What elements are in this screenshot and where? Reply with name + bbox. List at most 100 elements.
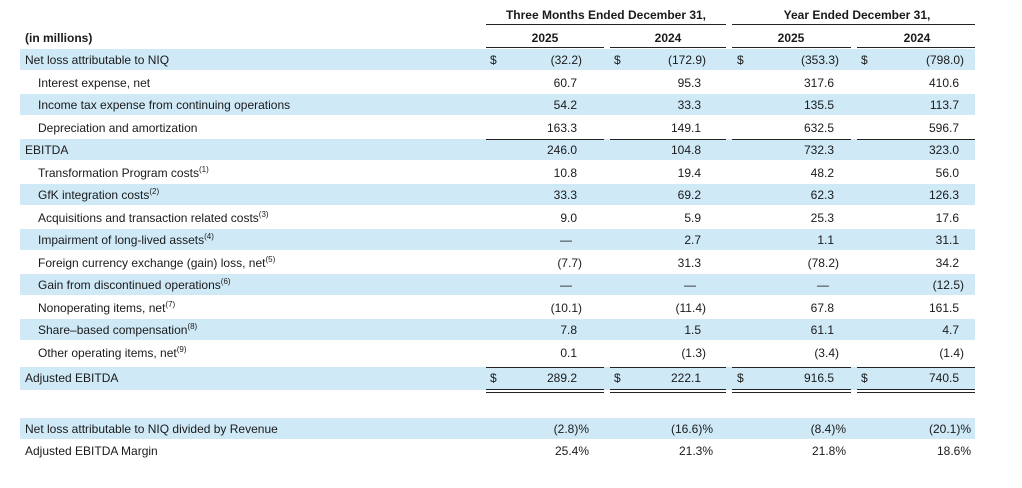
cell-value: 410.6 bbox=[928, 75, 959, 90]
cell-value: 317.6 bbox=[803, 75, 834, 90]
double-underline bbox=[610, 392, 726, 393]
cell-value: 31.1 bbox=[935, 233, 959, 247]
row-background-band bbox=[20, 184, 975, 205]
cell-value: 7.8 bbox=[560, 323, 577, 337]
currency-symbol: $ bbox=[861, 371, 868, 385]
total-rule bbox=[857, 367, 975, 368]
cell-value: 48.2 bbox=[810, 165, 834, 180]
row-label-text: Interest expense, net bbox=[38, 75, 151, 90]
row-label-text: Depreciation and amortization bbox=[38, 120, 198, 135]
cell-value: (12.5) bbox=[932, 278, 964, 292]
cell-value: 61.1 bbox=[810, 323, 834, 337]
subtotal-rule bbox=[857, 139, 975, 140]
footnote-marker: (4) bbox=[204, 232, 214, 241]
row-background-band bbox=[20, 319, 975, 340]
row-label-text: Nonoperating items, net bbox=[38, 300, 166, 315]
row-background-band bbox=[20, 367, 975, 390]
column-header-underline bbox=[732, 47, 851, 48]
cell-value: (353.3) bbox=[800, 53, 839, 67]
cell-value: 732.3 bbox=[803, 143, 834, 157]
footnote-marker: (9) bbox=[176, 344, 187, 354]
cell-value: 69.2 bbox=[677, 188, 701, 202]
row-background-band bbox=[20, 49, 975, 70]
double-underline bbox=[732, 392, 851, 393]
cell-value: (7.7) bbox=[557, 255, 582, 270]
double-underline bbox=[857, 389, 975, 390]
cell-value: 5.9 bbox=[684, 210, 701, 225]
cell-value: 67.8 bbox=[810, 300, 834, 315]
units-label: (in millions) bbox=[25, 31, 93, 45]
row-label: Other operating items, net(9) bbox=[38, 344, 187, 360]
row-label: EBITDA bbox=[25, 143, 68, 157]
currency-symbol: $ bbox=[490, 371, 497, 385]
cell-value: 31.3 bbox=[677, 255, 701, 270]
cell-value: 54.2 bbox=[553, 98, 577, 112]
cell-value: 916.5 bbox=[803, 371, 834, 385]
footnote-marker: (6) bbox=[220, 277, 231, 286]
row-background-band bbox=[20, 94, 975, 115]
row-label-text: Gain from discontinued operations bbox=[38, 278, 221, 292]
cell-value: 1.5 bbox=[684, 323, 701, 337]
ratio-value: 21.8% bbox=[811, 444, 846, 458]
row-label-text: Foreign currency exchange (gain) loss, n… bbox=[38, 255, 266, 270]
double-underline bbox=[610, 389, 726, 390]
cell-value: 222.1 bbox=[670, 371, 701, 385]
currency-symbol: $ bbox=[861, 53, 868, 67]
total-rule bbox=[732, 367, 851, 368]
cell-value: — bbox=[817, 278, 829, 292]
row-label: GfK integration costs(2) bbox=[38, 188, 159, 203]
cell-value: 10.8 bbox=[553, 165, 577, 180]
cell-value: 289.2 bbox=[546, 371, 577, 385]
footnote-marker: (3) bbox=[258, 209, 269, 219]
ratio-value: (20.1)% bbox=[928, 422, 971, 436]
cell-value: 246.0 bbox=[546, 143, 577, 157]
row-label-text: Share–based compensation bbox=[38, 323, 188, 337]
cell-value: 19.4 bbox=[677, 165, 701, 180]
row-label: Depreciation and amortization bbox=[38, 121, 197, 135]
cell-value: 740.5 bbox=[928, 371, 959, 385]
subtotal-rule bbox=[610, 139, 726, 140]
subtotal-rule bbox=[486, 139, 604, 140]
column-year-header: 2025 bbox=[531, 31, 559, 45]
currency-symbol: $ bbox=[737, 53, 744, 67]
footnote-marker: (1) bbox=[198, 164, 209, 174]
row-label: Nonoperating items, net(7) bbox=[38, 299, 176, 315]
cell-value: 17.6 bbox=[935, 210, 959, 225]
footnote-marker: (7) bbox=[165, 299, 176, 309]
row-label: Transformation Program costs(1) bbox=[38, 164, 209, 180]
cell-value: (10.1) bbox=[550, 300, 582, 315]
currency-symbol: $ bbox=[490, 53, 497, 67]
double-underline bbox=[486, 392, 604, 393]
cell-value: 33.3 bbox=[677, 98, 701, 112]
ratio-value: (16.6)% bbox=[670, 422, 713, 436]
cell-value: (11.4) bbox=[675, 300, 706, 315]
row-label-text: Impairment of long-lived assets bbox=[38, 233, 205, 247]
cell-value: 126.3 bbox=[928, 188, 959, 202]
cell-value: 135.5 bbox=[803, 98, 834, 112]
cell-value: 163.3 bbox=[546, 120, 577, 135]
cell-value: 34.2 bbox=[935, 255, 959, 270]
cell-value: 2.7 bbox=[684, 233, 701, 247]
ratio-label: Adjusted EBITDA Margin bbox=[25, 444, 158, 458]
total-rule bbox=[486, 367, 604, 368]
row-background-band bbox=[20, 274, 975, 295]
column-header-underline bbox=[610, 47, 726, 48]
column-header-underline bbox=[857, 47, 975, 48]
cell-value: 25.3 bbox=[810, 210, 834, 225]
currency-symbol: $ bbox=[737, 371, 744, 385]
cell-value: 9.0 bbox=[560, 210, 577, 225]
cell-value: (1.4) bbox=[939, 345, 964, 360]
row-label: Net loss attributable to NIQ bbox=[25, 53, 169, 67]
footnote-marker: (5) bbox=[265, 254, 276, 264]
cell-value: (3.4) bbox=[814, 345, 839, 360]
cell-value: — bbox=[560, 278, 572, 292]
cell-value: — bbox=[560, 233, 572, 247]
double-underline bbox=[486, 389, 604, 390]
ratio-value: 25.4% bbox=[554, 444, 589, 458]
row-label-text: Adjusted EBITDA bbox=[25, 371, 119, 385]
currency-symbol: $ bbox=[614, 371, 621, 385]
cell-value: 632.5 bbox=[803, 120, 834, 135]
cell-value: (78.2) bbox=[807, 255, 839, 270]
ratio-label: Net loss attributable to NIQ divided by … bbox=[25, 422, 278, 436]
header-group-underline bbox=[732, 24, 975, 25]
